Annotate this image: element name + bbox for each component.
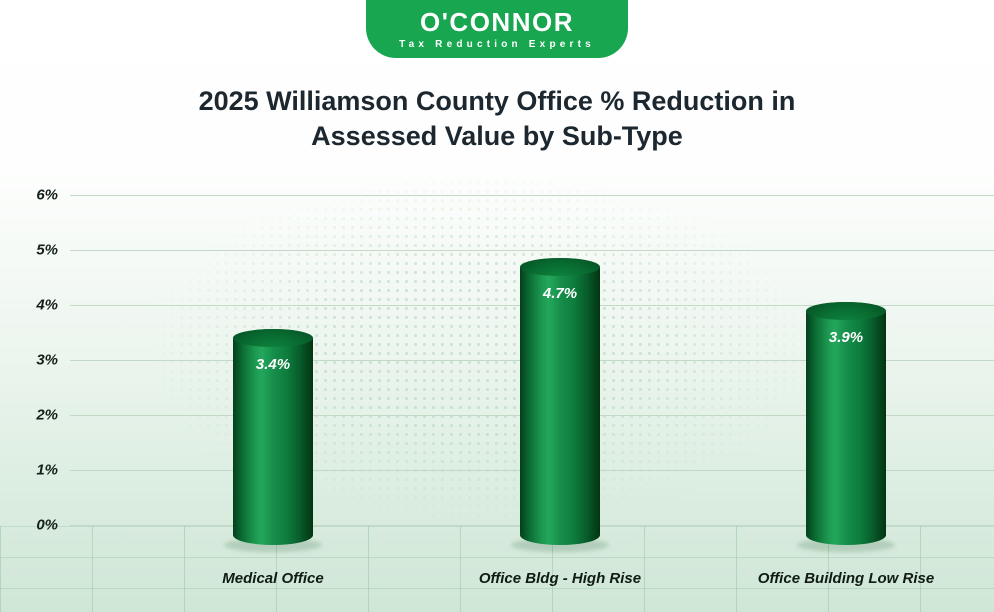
y-axis-tick-6: 6% [36, 186, 58, 204]
bar-cylinder-office-low-rise: 3.9% [806, 301, 886, 545]
gridline-5pct [70, 250, 994, 251]
chart-title-line2: Assessed Value by Sub-Type [311, 120, 683, 151]
gridline-6pct [70, 195, 994, 196]
bar-top-ellipse [520, 257, 600, 276]
category-label-office-low-rise: Office Building Low Rise [757, 570, 935, 587]
y-axis-tick-0: 0% [36, 516, 58, 534]
y-axis-tick-4: 4% [36, 296, 58, 314]
bar-top-ellipse [806, 301, 886, 320]
y-axis-tick-3: 3% [36, 351, 58, 369]
chart-title: 2025 Williamson County Office % Reductio… [0, 84, 994, 153]
bar-cylinder-office-high-rise: 4.7% [520, 257, 600, 545]
oconnor-logo: O'CONNOR Tax Reduction Experts [366, 0, 628, 58]
logo-tagline: Tax Reduction Experts [399, 38, 595, 50]
bar-cylinder-medical-office: 3.4% [233, 329, 313, 545]
bar-top-ellipse [233, 329, 313, 347]
bar-value-label: 4.7% [542, 284, 578, 302]
chart-title-line1: 2025 Williamson County Office % Reductio… [198, 86, 796, 116]
y-axis-tick-1: 1% [36, 461, 58, 479]
y-axis-tick-5: 5% [36, 241, 58, 259]
category-label-medical-office: Medical Office [222, 570, 324, 587]
bar-value-label: 3.4% [255, 356, 291, 373]
category-label-office-high-rise: Office Bldg - High Rise [478, 570, 642, 587]
bar-value-label: 3.9% [828, 328, 864, 346]
y-axis-tick-2: 2% [36, 406, 58, 424]
logo-brand-text: O'CONNOR [420, 6, 574, 37]
